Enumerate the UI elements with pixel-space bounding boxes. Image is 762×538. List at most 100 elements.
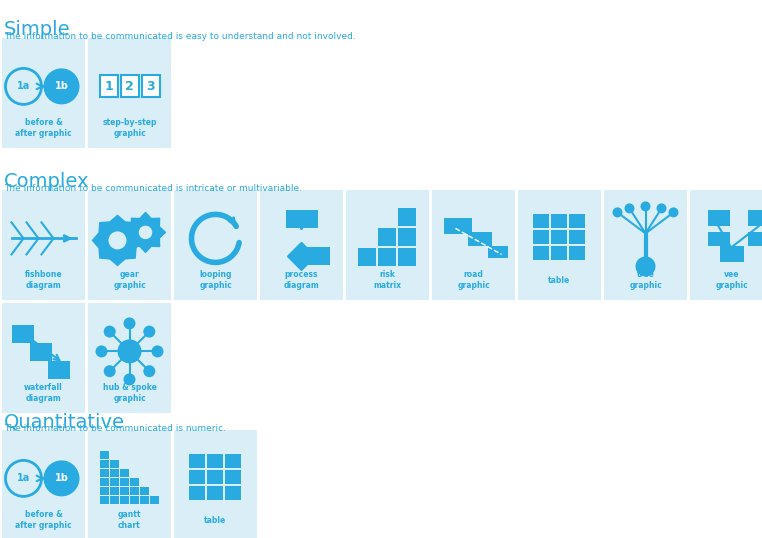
Circle shape: [139, 225, 152, 239]
Bar: [139, 497, 149, 505]
Bar: [110, 497, 119, 505]
Bar: [286, 210, 318, 229]
Bar: [139, 487, 149, 495]
Text: 1a: 1a: [17, 81, 30, 91]
Text: table: table: [204, 516, 226, 525]
Bar: [398, 208, 415, 226]
Circle shape: [143, 365, 155, 377]
Bar: [110, 469, 119, 477]
Bar: [207, 455, 223, 469]
Bar: [748, 210, 762, 226]
Bar: [110, 487, 119, 495]
Text: 1: 1: [104, 80, 113, 93]
Bar: [139, 451, 149, 459]
Bar: [120, 497, 129, 505]
Bar: [110, 451, 119, 459]
Text: The information to be communicated is numeric.: The information to be communicated is nu…: [4, 424, 226, 433]
Polygon shape: [287, 243, 315, 271]
Text: gear
graphic: gear graphic: [113, 270, 146, 290]
Bar: [550, 230, 566, 244]
Bar: [357, 229, 376, 246]
Bar: [533, 230, 549, 244]
Text: risk
matrix: risk matrix: [373, 270, 402, 290]
Text: hub & spoke
graphic: hub & spoke graphic: [103, 383, 156, 404]
Bar: [225, 455, 241, 469]
Bar: [120, 75, 139, 97]
Bar: [188, 486, 204, 500]
Bar: [707, 232, 729, 246]
Bar: [100, 497, 108, 505]
Text: fishbone
diagram: fishbone diagram: [24, 270, 62, 290]
Bar: [174, 190, 257, 300]
Bar: [2, 430, 85, 538]
Text: tree
graphic: tree graphic: [629, 270, 662, 290]
Bar: [260, 190, 343, 300]
Bar: [149, 451, 158, 459]
Circle shape: [657, 203, 667, 214]
Bar: [377, 249, 395, 266]
Bar: [174, 430, 257, 538]
Bar: [120, 451, 129, 459]
Bar: [207, 470, 223, 484]
Circle shape: [123, 317, 136, 329]
Text: waterfall
diagram: waterfall diagram: [24, 383, 63, 404]
Bar: [11, 325, 34, 343]
Circle shape: [123, 373, 136, 385]
Bar: [748, 232, 762, 246]
Bar: [130, 478, 139, 486]
Circle shape: [5, 461, 41, 497]
Bar: [130, 487, 139, 495]
Bar: [139, 461, 149, 469]
Circle shape: [668, 208, 678, 217]
Text: vee
graphic: vee graphic: [715, 270, 748, 290]
Polygon shape: [126, 213, 165, 252]
Bar: [2, 190, 85, 300]
Bar: [149, 478, 158, 486]
Circle shape: [95, 345, 107, 357]
Circle shape: [104, 325, 116, 338]
Bar: [110, 461, 119, 469]
Bar: [149, 469, 158, 477]
Text: before &
after graphic: before & after graphic: [15, 510, 72, 530]
Circle shape: [108, 231, 126, 250]
Bar: [346, 190, 429, 300]
Bar: [30, 343, 52, 362]
Text: Quantitative: Quantitative: [4, 412, 125, 431]
Bar: [88, 190, 171, 300]
Bar: [377, 229, 395, 246]
Bar: [130, 469, 139, 477]
Bar: [142, 75, 159, 97]
Bar: [188, 470, 204, 484]
Circle shape: [5, 68, 41, 104]
Text: table: table: [549, 275, 571, 285]
Bar: [47, 362, 69, 379]
Circle shape: [625, 203, 635, 214]
Text: 1b: 1b: [55, 473, 69, 484]
Text: road
graphic: road graphic: [457, 270, 490, 290]
Bar: [377, 208, 395, 226]
Bar: [110, 478, 119, 486]
Bar: [357, 208, 376, 226]
Bar: [88, 38, 171, 148]
Bar: [550, 215, 566, 229]
Text: gantt
chart: gantt chart: [118, 510, 141, 530]
Bar: [604, 190, 687, 300]
Bar: [225, 486, 241, 500]
Circle shape: [636, 257, 655, 277]
Bar: [432, 190, 515, 300]
Bar: [130, 451, 139, 459]
Bar: [88, 430, 171, 538]
Bar: [130, 461, 139, 469]
Bar: [690, 190, 762, 300]
Bar: [443, 218, 472, 235]
Text: The information to be communicated is easy to understand and not involved.: The information to be communicated is ea…: [4, 32, 356, 41]
Bar: [398, 249, 415, 266]
Bar: [357, 249, 376, 266]
Text: Simple: Simple: [4, 20, 71, 39]
Bar: [2, 38, 85, 148]
Bar: [398, 229, 415, 246]
Circle shape: [152, 345, 164, 357]
Bar: [100, 469, 108, 477]
Bar: [120, 469, 129, 477]
Bar: [568, 230, 584, 244]
